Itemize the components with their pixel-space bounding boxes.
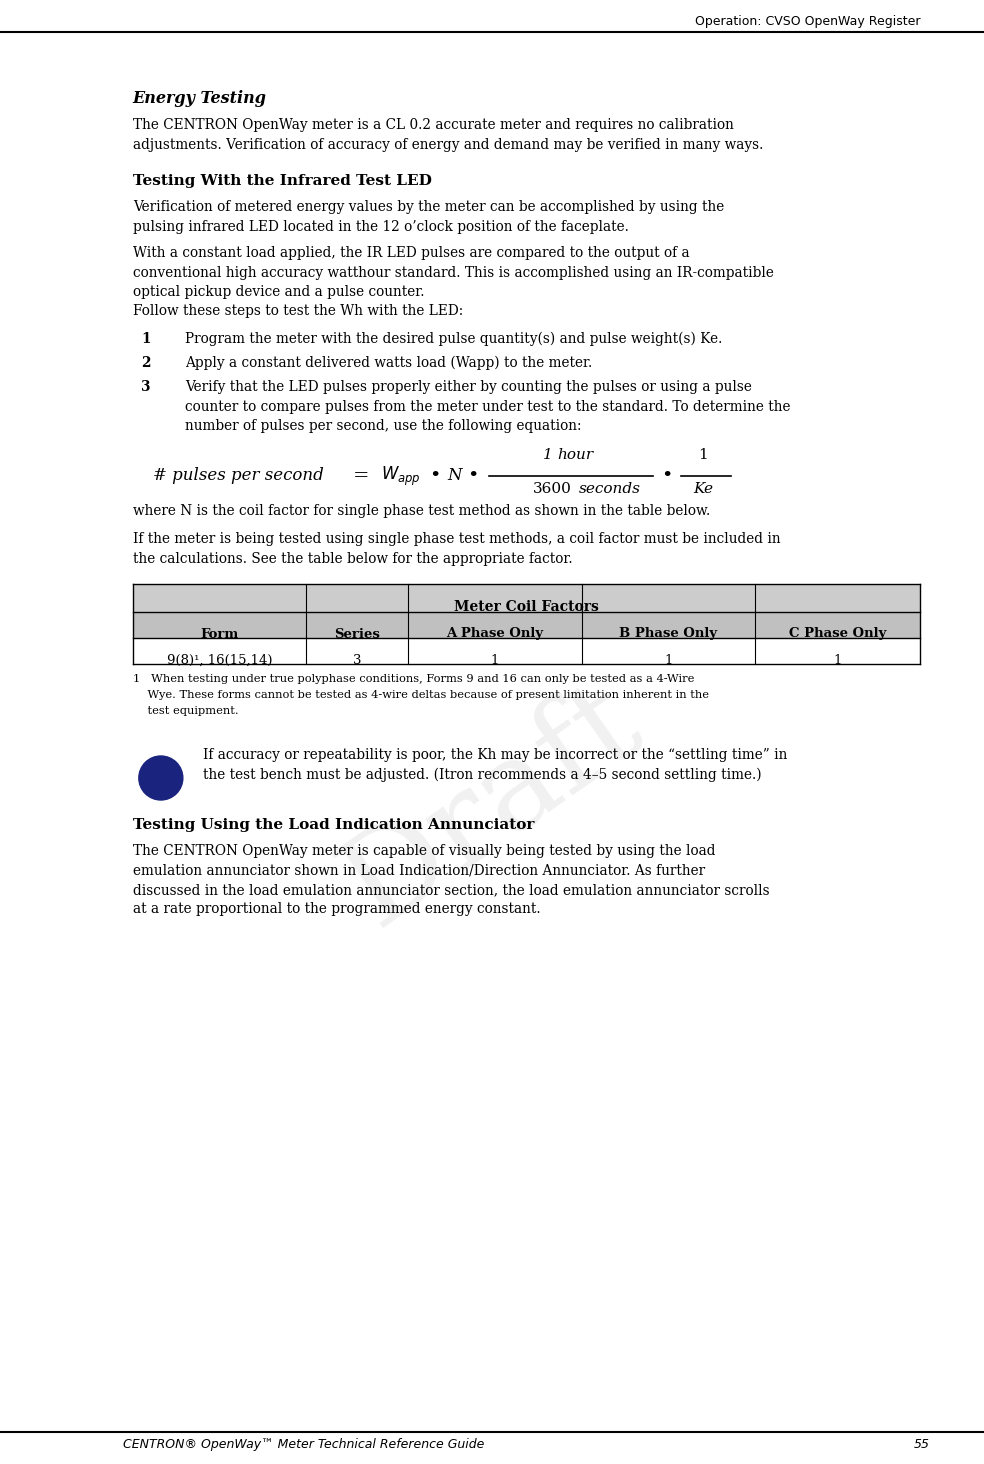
Text: 55: 55 (914, 1438, 930, 1451)
Text: $W_{app}$: $W_{app}$ (381, 464, 420, 488)
Text: Ke: Ke (693, 482, 712, 496)
Text: i: i (157, 777, 164, 795)
Text: Program the meter with the desired pulse quantity(s) and pulse weight(s) Ke.: Program the meter with the desired pulse… (185, 332, 722, 347)
Text: =: = (353, 467, 369, 485)
Text: If accuracy or repeatability is poor, the Kh may be incorrect or the “settling t: If accuracy or repeatability is poor, th… (203, 748, 787, 782)
Text: Apply a constant delivered watts load (Wapp) to the meter.: Apply a constant delivered watts load (W… (185, 356, 592, 370)
Text: seconds: seconds (579, 482, 641, 496)
Text: # pulses per second: # pulses per second (153, 467, 324, 485)
Text: C Phase Only: C Phase Only (789, 628, 886, 641)
Text: Wye. These forms cannot be tested as 4-wire deltas because of present limitation: Wye. These forms cannot be tested as 4-w… (133, 690, 708, 700)
Polygon shape (133, 638, 920, 665)
Text: 9(8)¹, 16(15,14): 9(8)¹, 16(15,14) (166, 653, 273, 666)
Text: •: • (429, 467, 440, 485)
Text: •: • (466, 467, 478, 485)
Text: Form: Form (201, 628, 238, 641)
Text: 3: 3 (141, 381, 151, 394)
Text: Testing With the Infrared Test LED: Testing With the Infrared Test LED (133, 174, 432, 187)
Text: Verification of metered energy values by the meter can be accomplished by using : Verification of metered energy values by… (133, 201, 724, 233)
Text: 3600: 3600 (533, 482, 572, 496)
Text: A Phase Only: A Phase Only (447, 628, 543, 641)
Text: 3: 3 (353, 653, 361, 666)
Text: 1: 1 (491, 653, 499, 666)
Text: •: • (661, 467, 672, 485)
Text: 1: 1 (664, 653, 672, 666)
Text: Operation: CVSO OpenWay Register: Operation: CVSO OpenWay Register (695, 15, 920, 28)
Text: Energy Testing: Energy Testing (133, 89, 267, 107)
Text: 1: 1 (698, 448, 707, 463)
Text: 1: 1 (543, 448, 553, 463)
Text: Verify that the LED pulses properly either by counting the pulses or using a pul: Verify that the LED pulses properly eith… (185, 381, 790, 433)
Text: 2: 2 (141, 356, 151, 370)
Text: Series: Series (335, 628, 380, 641)
Text: where N is the coil factor for single phase test method as shown in the table be: where N is the coil factor for single ph… (133, 504, 710, 518)
Text: With a constant load applied, the IR LED pulses are compared to the output of a
: With a constant load applied, the IR LED… (133, 246, 773, 299)
Text: 1   When testing under true polyphase conditions, Forms 9 and 16 can only be tes: 1 When testing under true polyphase cond… (133, 673, 695, 684)
Text: The CENTRON OpenWay meter is a CL 0.2 accurate meter and requires no calibration: The CENTRON OpenWay meter is a CL 0.2 ac… (133, 119, 764, 151)
Text: Meter Coil Factors: Meter Coil Factors (454, 600, 599, 613)
Text: 1: 1 (141, 332, 151, 346)
Polygon shape (133, 612, 920, 638)
Text: B Phase Only: B Phase Only (619, 628, 717, 641)
Text: hour: hour (557, 448, 593, 463)
Text: 1: 1 (833, 653, 841, 666)
Text: Draft: Draft (322, 660, 662, 950)
Text: Follow these steps to test the Wh with the LED:: Follow these steps to test the Wh with t… (133, 305, 463, 318)
Text: N: N (447, 467, 461, 485)
Text: CENTRON® OpenWay™ Meter Technical Reference Guide: CENTRON® OpenWay™ Meter Technical Refere… (123, 1438, 484, 1451)
Text: test equipment.: test equipment. (133, 706, 238, 716)
Text: If the meter is being tested using single phase test methods, a coil factor must: If the meter is being tested using singl… (133, 531, 780, 565)
Polygon shape (133, 584, 920, 612)
Text: Testing Using the Load Indication Annunciator: Testing Using the Load Indication Annunc… (133, 818, 534, 832)
Circle shape (139, 755, 183, 799)
Text: The CENTRON OpenWay meter is capable of visually being tested by using the load
: The CENTRON OpenWay meter is capable of … (133, 845, 769, 916)
